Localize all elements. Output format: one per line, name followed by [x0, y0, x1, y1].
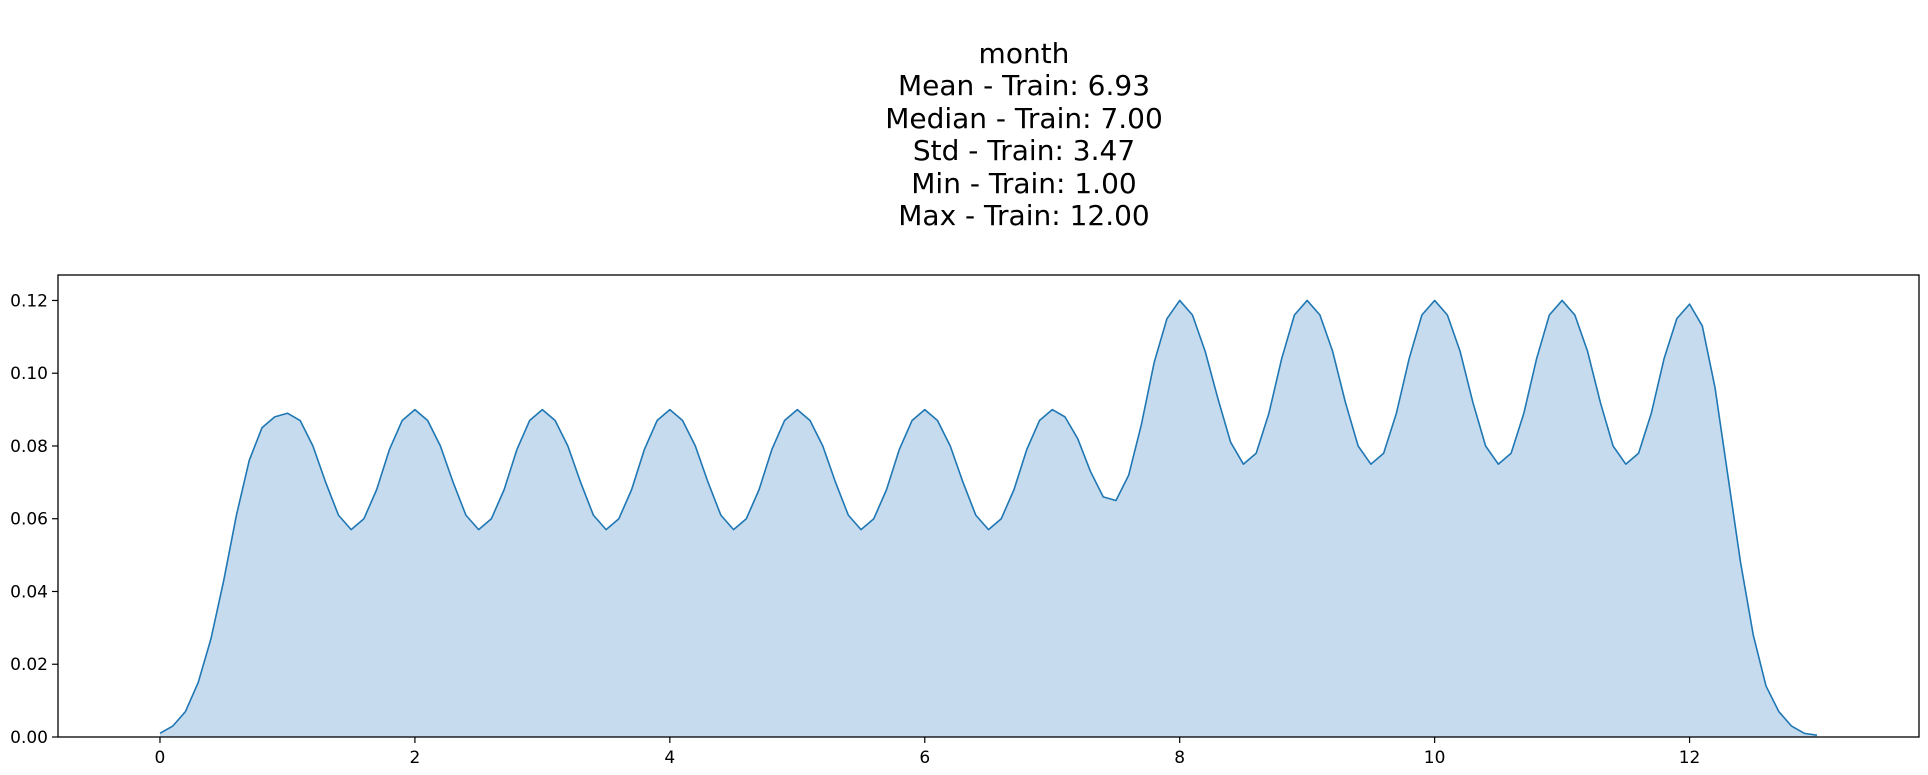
- title-line-max: Max - Train: 12.00: [898, 199, 1150, 233]
- x-tick-label: 0: [155, 748, 166, 768]
- x-tick-label: 4: [664, 748, 675, 768]
- y-tick-label: 0.06: [10, 510, 48, 530]
- x-tick-label: 10: [1424, 748, 1446, 768]
- y-tick-label: 0.12: [10, 291, 48, 311]
- x-tick-label: 8: [1174, 748, 1185, 768]
- x-tick-label: 6: [919, 748, 930, 768]
- title-line-min: Min - Train: 1.00: [911, 166, 1137, 200]
- density-area: [159, 300, 1818, 737]
- x-tick-label: 12: [1679, 748, 1701, 768]
- y-tick-label: 0.00: [10, 728, 48, 748]
- plot-area: [159, 299, 1818, 737]
- title-line-std: Std - Train: 3.47: [912, 134, 1136, 168]
- x-axis: 0 2 4 6 8 10 12: [155, 737, 1701, 768]
- density-line: [159, 299, 1818, 736]
- x-tick-label: 2: [409, 748, 420, 768]
- y-tick-label: 0.02: [10, 655, 48, 675]
- chart-title: month Mean - Train: 6.93 Median - Train:…: [0, 37, 1928, 233]
- title-line-mean: Mean - Train: 6.93: [897, 69, 1151, 103]
- y-tick-label: 0.08: [10, 437, 48, 457]
- plot-frame: [57, 274, 1920, 738]
- title-line-median: Median - Train: 7.00: [885, 101, 1163, 135]
- y-tick-label: 0.04: [10, 582, 48, 602]
- y-axis: 0.00 0.02 0.04 0.06 0.08 0.10 0.12: [10, 291, 58, 748]
- title-line-variable: month: [978, 37, 1070, 70]
- y-tick-label: 0.10: [10, 364, 48, 384]
